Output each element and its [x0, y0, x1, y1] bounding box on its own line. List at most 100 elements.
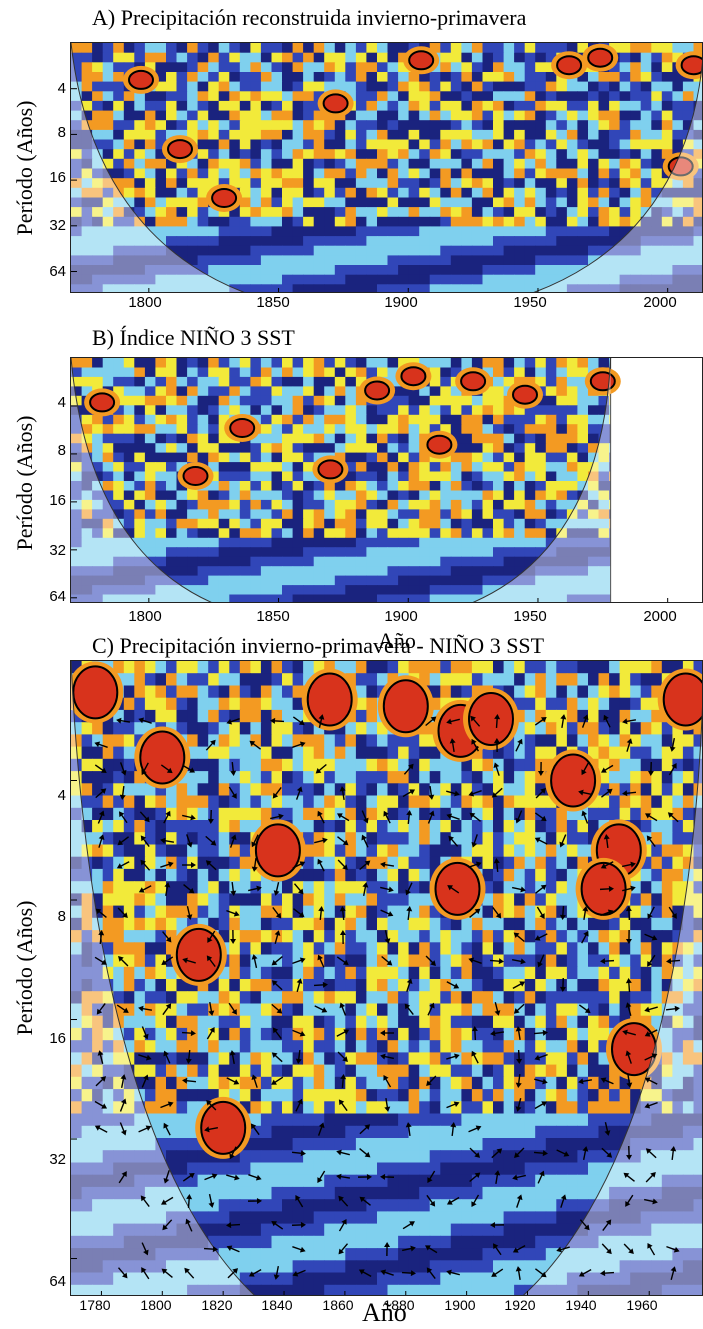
- heatmap-cell: [503, 966, 515, 980]
- heatmap-cell: [313, 149, 325, 160]
- heatmap-cell: [176, 414, 188, 425]
- heatmap-cell: [503, 158, 515, 169]
- heatmap-cell: [239, 594, 251, 602]
- heatmap-cell: [566, 1003, 578, 1017]
- heatmap-cell: [577, 284, 589, 292]
- heatmap-cell: [556, 673, 568, 686]
- heatmap-cell: [250, 81, 262, 92]
- heatmap-cell: [218, 376, 230, 387]
- heatmap-cell: [81, 528, 93, 539]
- heatmap-cell: [208, 547, 220, 558]
- heatmap-cell: [197, 783, 209, 796]
- heatmap-cell: [292, 1015, 304, 1029]
- heatmap-cell: [334, 139, 346, 150]
- heatmap-cell: [545, 1003, 557, 1017]
- heatmap-cell: [313, 844, 325, 858]
- heatmap-cell: [440, 783, 452, 796]
- heatmap-cell: [577, 81, 589, 92]
- heatmap-cell: [187, 52, 199, 63]
- heatmap-cell: [292, 893, 304, 907]
- heatmap-cell: [482, 585, 494, 596]
- heatmap-cell: [271, 783, 283, 796]
- heatmap-cell: [514, 433, 526, 444]
- heatmap-cell: [387, 207, 399, 218]
- heatmap-cell: [324, 942, 336, 955]
- heatmap-cell: [81, 979, 93, 992]
- heatmap-cell: [419, 1052, 431, 1066]
- heatmap-cell: [672, 661, 684, 674]
- heatmap-cell: [535, 807, 547, 821]
- heatmap-cell: [524, 509, 536, 520]
- heatmap-cell: [229, 499, 241, 510]
- heatmap-cell: [313, 197, 325, 208]
- heatmap-cell: [176, 832, 188, 845]
- heatmap-cell: [419, 783, 431, 796]
- heatmap-cell: [271, 129, 283, 141]
- heatmap-cell: [577, 443, 589, 454]
- heatmap-cell: [260, 547, 272, 558]
- heatmap-cell: [134, 255, 146, 266]
- heatmap-cell: [176, 820, 188, 833]
- heatmap-cell: [524, 930, 536, 943]
- heatmap-cell: [524, 832, 536, 845]
- heatmap-cell: [176, 979, 188, 992]
- heatmap-cell: [535, 528, 547, 539]
- heatmap-cell: [387, 979, 399, 992]
- heatmap-cell: [503, 91, 515, 102]
- heatmap-cell: [545, 481, 557, 491]
- heatmap-cell: [144, 844, 156, 858]
- heatmap-cell: [514, 62, 526, 73]
- heatmap-cell: [471, 405, 483, 416]
- heatmap-cell: [429, 414, 441, 425]
- heatmap-cell: [187, 110, 199, 121]
- heatmap-cell: [377, 405, 389, 416]
- heatmap-cell: [166, 1027, 178, 1041]
- heatmap-cell: [113, 795, 125, 809]
- heatmap-cell: [123, 197, 135, 208]
- heatmap-cell: [334, 1040, 346, 1053]
- heatmap-cell: [503, 556, 515, 567]
- heatmap-cell: [566, 462, 578, 473]
- heatmap-cell: [598, 566, 610, 577]
- heatmap-cell: [377, 1015, 389, 1029]
- heatmap-cell: [260, 795, 272, 809]
- heatmap-cell: [440, 844, 452, 858]
- heatmap-cell: [229, 481, 241, 491]
- heatmap-cell: [334, 62, 346, 73]
- heatmap-cell: [71, 100, 83, 112]
- heatmap-cell: [545, 1027, 557, 1041]
- heatmap-cell: [398, 405, 410, 416]
- heatmap-cell: [113, 158, 125, 169]
- heatmap-cell: [450, 518, 462, 529]
- heatmap-cell: [166, 395, 178, 406]
- heatmap-cell: [577, 697, 589, 711]
- heatmap-cell: [588, 110, 600, 121]
- heatmap-cell: [398, 991, 410, 1004]
- heatmap-cell: [419, 509, 431, 520]
- heatmap-cell: [355, 547, 367, 558]
- heatmap-cell: [588, 72, 600, 83]
- heatmap-cell: [166, 795, 178, 809]
- heatmap-cell: [176, 158, 188, 169]
- heatmap-cell: [102, 110, 114, 121]
- heatmap-cell: [282, 575, 294, 586]
- heatmap-cell: [630, 81, 642, 92]
- heatmap-cell: [92, 197, 104, 208]
- heatmap-cell: [588, 405, 600, 416]
- panel-b-ylabel: Período (Años): [12, 415, 37, 551]
- heatmap-cell: [345, 405, 357, 416]
- heatmap-cell: [366, 471, 378, 482]
- heatmap-cell: [429, 795, 441, 809]
- heatmap-cell: [176, 1015, 188, 1029]
- heatmap-cell: [503, 367, 515, 378]
- heatmap-cell: [482, 966, 494, 980]
- heatmap-cell: [556, 139, 568, 150]
- heatmap-cell: [313, 585, 325, 596]
- heatmap-cell: [355, 697, 367, 711]
- heatmap-cell: [398, 265, 410, 276]
- heatmap-cell: [239, 930, 251, 943]
- heatmap-cell: [440, 52, 452, 63]
- heatmap-cell: [588, 149, 600, 160]
- heatmap-cell: [334, 43, 346, 54]
- heatmap-cell: [123, 274, 135, 285]
